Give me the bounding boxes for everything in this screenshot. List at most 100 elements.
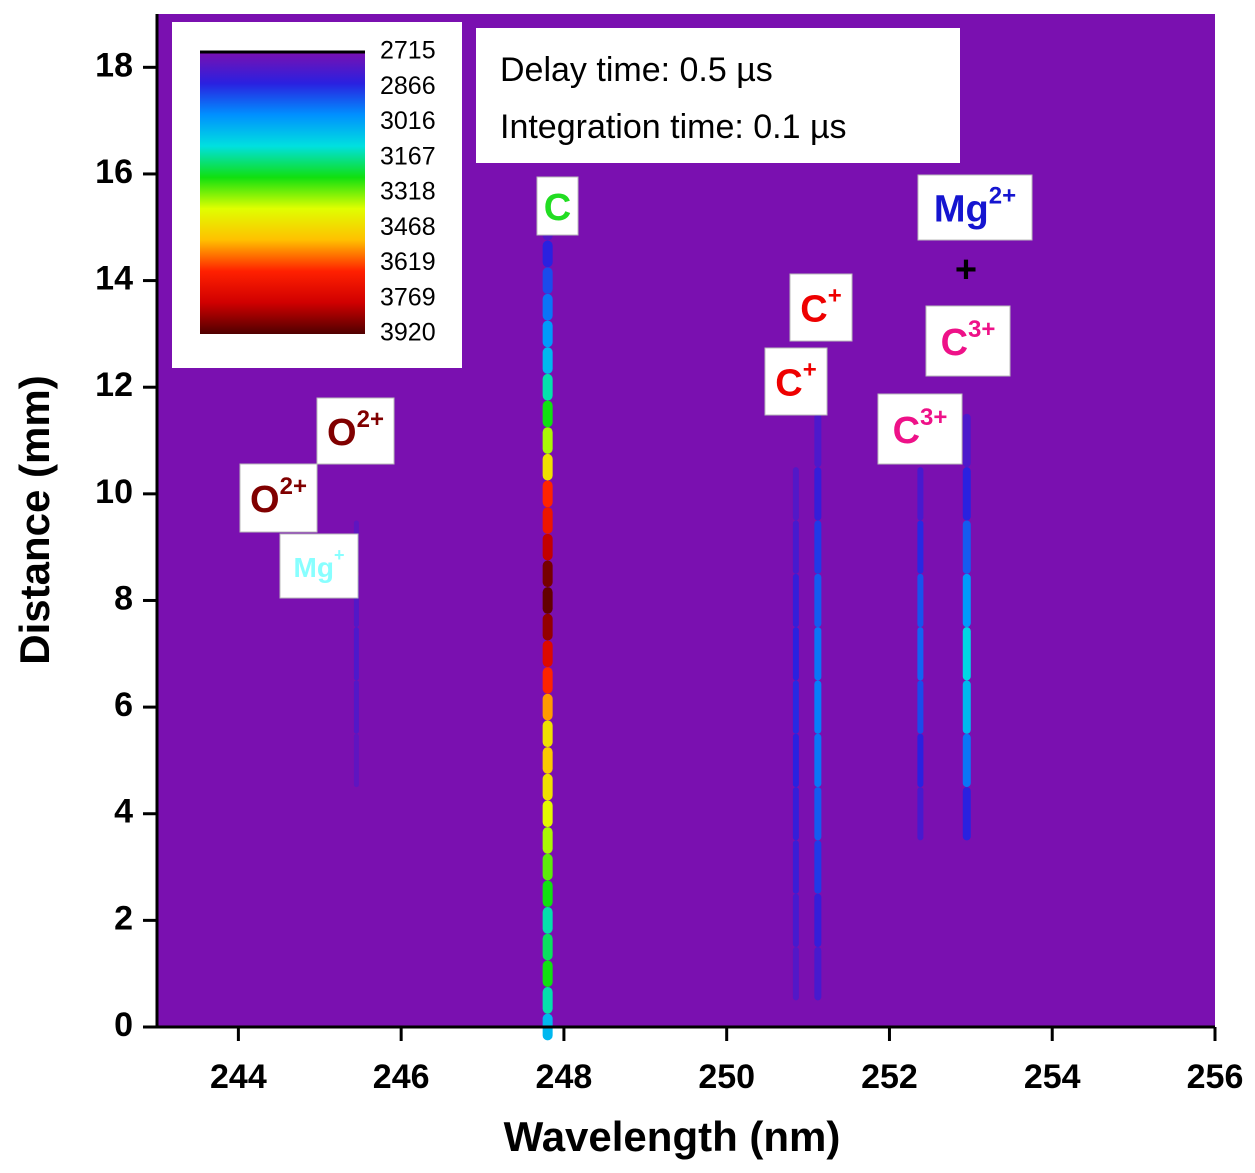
annotation: O2+ bbox=[327, 406, 384, 454]
emission-segment bbox=[542, 613, 553, 641]
emission-segment bbox=[542, 667, 553, 694]
emission-segment bbox=[542, 293, 553, 321]
annotation-box bbox=[279, 533, 359, 599]
emission-segment bbox=[542, 693, 553, 721]
annotation-sup: 2+ bbox=[989, 183, 1016, 210]
emission-segment bbox=[542, 320, 553, 348]
emission-segment bbox=[542, 267, 553, 294]
emission-segment bbox=[542, 373, 553, 401]
annotation: Mg2+ bbox=[934, 183, 1016, 231]
annotation-text: O bbox=[327, 412, 357, 454]
emission-segment bbox=[814, 627, 822, 681]
annotation: C3+ bbox=[893, 404, 948, 452]
emission-segment bbox=[542, 933, 553, 961]
emission-segment bbox=[542, 507, 553, 534]
annotation-box bbox=[917, 174, 1033, 241]
emission-segment bbox=[542, 400, 553, 428]
colorbar-tick-label: 3167 bbox=[380, 142, 436, 170]
annotation: C3+ bbox=[941, 316, 996, 364]
annotation-sup: 3+ bbox=[968, 316, 995, 343]
annotation-box bbox=[764, 347, 828, 416]
colorbar-tick-label: 3920 bbox=[380, 319, 436, 347]
emission-segment bbox=[792, 947, 799, 1001]
emission-segment bbox=[962, 573, 971, 628]
emission-segment bbox=[792, 573, 799, 628]
annotation: C+ bbox=[800, 283, 841, 331]
annotation-box bbox=[536, 176, 579, 236]
emission-segment bbox=[792, 787, 799, 841]
emission-segment bbox=[917, 520, 924, 574]
colorbar-tick-label: 3619 bbox=[380, 248, 436, 276]
emission-segment bbox=[917, 467, 924, 521]
emission-segment bbox=[962, 413, 971, 468]
emission-segment bbox=[814, 467, 822, 521]
y-tick-label: 12 bbox=[95, 366, 133, 404]
annotation-sup: 3+ bbox=[920, 404, 947, 431]
emission-segment bbox=[542, 987, 553, 1014]
x-tick-label: 256 bbox=[1187, 1058, 1244, 1096]
annotation-box bbox=[877, 393, 963, 465]
emission-segment bbox=[917, 573, 924, 628]
emission-segment bbox=[917, 680, 924, 734]
emission-segment bbox=[962, 627, 971, 681]
emission-segment bbox=[353, 627, 359, 681]
emission-segment bbox=[814, 787, 822, 841]
annotation-text: C bbox=[544, 187, 571, 229]
emission-segment bbox=[542, 640, 553, 668]
colorbar-tick-label: 2866 bbox=[380, 72, 436, 100]
emission-segment bbox=[542, 960, 553, 988]
colorbar bbox=[200, 52, 365, 334]
emission-segment bbox=[814, 947, 822, 1001]
colorbar-tick-label: 3468 bbox=[380, 213, 436, 241]
info-text: Delay time: 0.5 µs bbox=[500, 51, 773, 89]
emission-segment bbox=[917, 787, 924, 841]
emission-segment bbox=[542, 347, 553, 374]
colorbar-tick-label: 3016 bbox=[380, 107, 436, 135]
annotation-sup: 2+ bbox=[280, 473, 307, 500]
y-tick-label: 14 bbox=[95, 260, 133, 298]
emission-segment bbox=[792, 680, 799, 734]
emission-segment bbox=[962, 680, 971, 734]
emission-segment bbox=[353, 733, 359, 788]
emission-segment bbox=[814, 520, 822, 574]
emission-segment bbox=[542, 800, 553, 828]
annotation: + bbox=[955, 249, 977, 291]
emission-segment bbox=[542, 240, 553, 268]
emission-segment bbox=[962, 787, 971, 841]
colorbar-tick-label: 3769 bbox=[380, 283, 436, 311]
annotation-text: C bbox=[775, 363, 802, 405]
annotation-sup: + bbox=[803, 357, 817, 384]
emission-segment bbox=[542, 773, 553, 801]
emission-segment bbox=[542, 747, 553, 774]
emission-segment bbox=[542, 480, 553, 508]
annotation: C+ bbox=[775, 357, 816, 405]
x-axis-label: Wavelength (nm) bbox=[504, 1113, 841, 1160]
y-tick-label: 10 bbox=[95, 473, 133, 511]
info-text: Integration time: 0.1 µs bbox=[500, 108, 847, 146]
annotation-box bbox=[789, 273, 853, 342]
emission-segment bbox=[814, 413, 822, 468]
annotation-text: Mg bbox=[934, 189, 989, 231]
y-tick-label: 18 bbox=[95, 46, 133, 84]
emission-segment bbox=[792, 520, 799, 574]
annotation-sup: 2+ bbox=[357, 406, 384, 433]
emission-segment bbox=[542, 853, 553, 881]
x-tick-label: 252 bbox=[861, 1058, 918, 1096]
info-box bbox=[476, 28, 960, 163]
annotation-box bbox=[239, 463, 318, 533]
emission-segment bbox=[792, 627, 799, 681]
annotation-text: C bbox=[941, 322, 968, 364]
emission-segment bbox=[792, 733, 799, 788]
annotation-sup: + bbox=[828, 283, 842, 310]
emission-segment bbox=[792, 467, 799, 521]
x-tick-label: 248 bbox=[536, 1058, 593, 1096]
emission-segment bbox=[814, 840, 822, 894]
emission-segment bbox=[542, 880, 553, 908]
annotation-text: Mg bbox=[294, 552, 334, 583]
emission-segment bbox=[792, 893, 799, 948]
annotation-text: + bbox=[955, 249, 977, 291]
y-tick-label: 6 bbox=[114, 686, 133, 724]
annotation-text: C bbox=[800, 289, 827, 331]
emission-segment bbox=[962, 467, 971, 521]
annotation-text: O bbox=[250, 479, 280, 521]
